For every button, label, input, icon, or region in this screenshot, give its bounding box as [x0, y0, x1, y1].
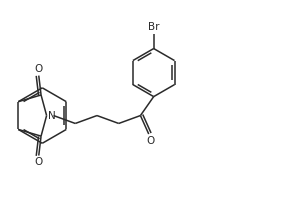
Text: O: O: [35, 157, 43, 167]
Text: N: N: [48, 111, 56, 121]
Text: Br: Br: [148, 22, 160, 32]
Text: O: O: [146, 136, 154, 146]
Text: O: O: [35, 64, 43, 74]
